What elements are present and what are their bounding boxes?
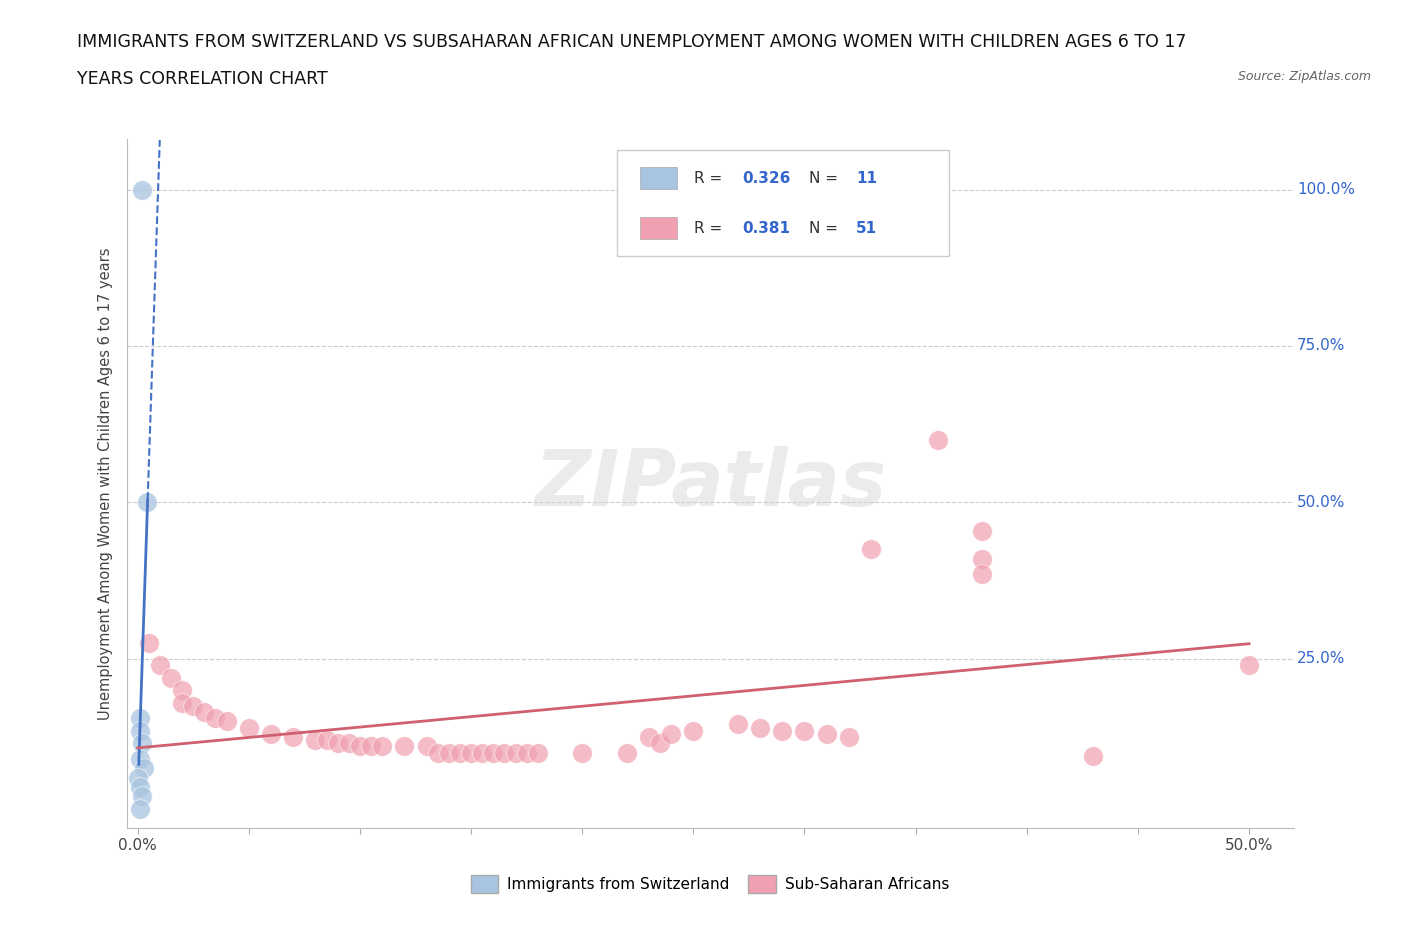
Text: Source: ZipAtlas.com: Source: ZipAtlas.com <box>1237 70 1371 83</box>
Point <box>860 542 883 557</box>
Text: R =: R = <box>693 220 727 236</box>
Point <box>415 739 437 754</box>
Point <box>616 745 638 760</box>
Point <box>648 736 671 751</box>
Text: 0.326: 0.326 <box>742 170 792 186</box>
Point <box>326 736 349 751</box>
Y-axis label: Unemployment Among Women with Children Ages 6 to 17 years: Unemployment Among Women with Children A… <box>98 247 114 720</box>
Point <box>972 523 994 538</box>
Point <box>160 671 183 685</box>
Point <box>1237 658 1260 672</box>
Point <box>128 751 150 766</box>
Point <box>460 745 482 760</box>
Point <box>172 695 194 710</box>
Text: ZIPatlas: ZIPatlas <box>534 445 886 522</box>
Point <box>770 724 793 738</box>
Point <box>181 698 204 713</box>
Text: 75.0%: 75.0% <box>1296 339 1346 353</box>
Point <box>238 720 260 735</box>
Text: 51: 51 <box>856 220 877 236</box>
Bar <box>640 218 678 239</box>
Point <box>505 745 527 760</box>
Point <box>371 739 394 754</box>
Point <box>749 720 772 735</box>
Point <box>394 739 416 754</box>
Point <box>215 714 238 729</box>
Point <box>304 733 326 748</box>
Point <box>128 711 150 725</box>
Point <box>815 726 838 741</box>
Point <box>516 745 538 760</box>
Point <box>571 745 593 760</box>
Legend: Immigrants from Switzerland, Sub-Saharan Africans: Immigrants from Switzerland, Sub-Saharan… <box>465 870 955 899</box>
Point <box>128 779 150 794</box>
Text: YEARS CORRELATION CHART: YEARS CORRELATION CHART <box>77 70 328 87</box>
Text: IMMIGRANTS FROM SWITZERLAND VS SUBSAHARAN AFRICAN UNEMPLOYMENT AMONG WOMEN WITH : IMMIGRANTS FROM SWITZERLAND VS SUBSAHARA… <box>77 33 1187 50</box>
Point <box>1083 749 1105 764</box>
Point <box>972 567 994 582</box>
Point <box>437 745 460 760</box>
Point <box>131 789 153 804</box>
Point <box>337 736 360 751</box>
Point <box>426 745 449 760</box>
Point <box>315 733 337 748</box>
Bar <box>640 167 678 189</box>
Point <box>838 729 860 744</box>
Point <box>128 724 150 738</box>
Text: 25.0%: 25.0% <box>1296 651 1346 666</box>
Point <box>972 551 994 566</box>
Point <box>283 729 305 744</box>
Text: 0.381: 0.381 <box>742 220 790 236</box>
Point <box>793 724 815 738</box>
Point <box>131 736 153 751</box>
Point <box>360 739 382 754</box>
Point <box>638 729 661 744</box>
Text: 100.0%: 100.0% <box>1296 182 1355 197</box>
Text: R =: R = <box>693 170 727 186</box>
Point <box>172 683 194 698</box>
Point <box>727 717 749 732</box>
Point <box>494 745 516 760</box>
Point <box>471 745 494 760</box>
Point <box>128 802 150 817</box>
Text: N =: N = <box>810 170 844 186</box>
Point <box>138 636 160 651</box>
Point <box>135 495 157 510</box>
Point <box>659 726 682 741</box>
Point <box>193 705 215 720</box>
Point <box>149 658 172 672</box>
Point <box>449 745 471 760</box>
Point <box>134 761 156 776</box>
Point <box>260 726 283 741</box>
Text: 11: 11 <box>856 170 877 186</box>
Point <box>927 432 949 447</box>
Text: 50.0%: 50.0% <box>1296 495 1346 510</box>
Point <box>682 724 704 738</box>
Point <box>204 711 226 725</box>
Point <box>131 182 153 197</box>
Point <box>482 745 505 760</box>
FancyBboxPatch shape <box>617 150 949 257</box>
Text: N =: N = <box>810 220 844 236</box>
Point <box>349 739 371 754</box>
Point <box>127 770 149 785</box>
Point <box>526 745 548 760</box>
